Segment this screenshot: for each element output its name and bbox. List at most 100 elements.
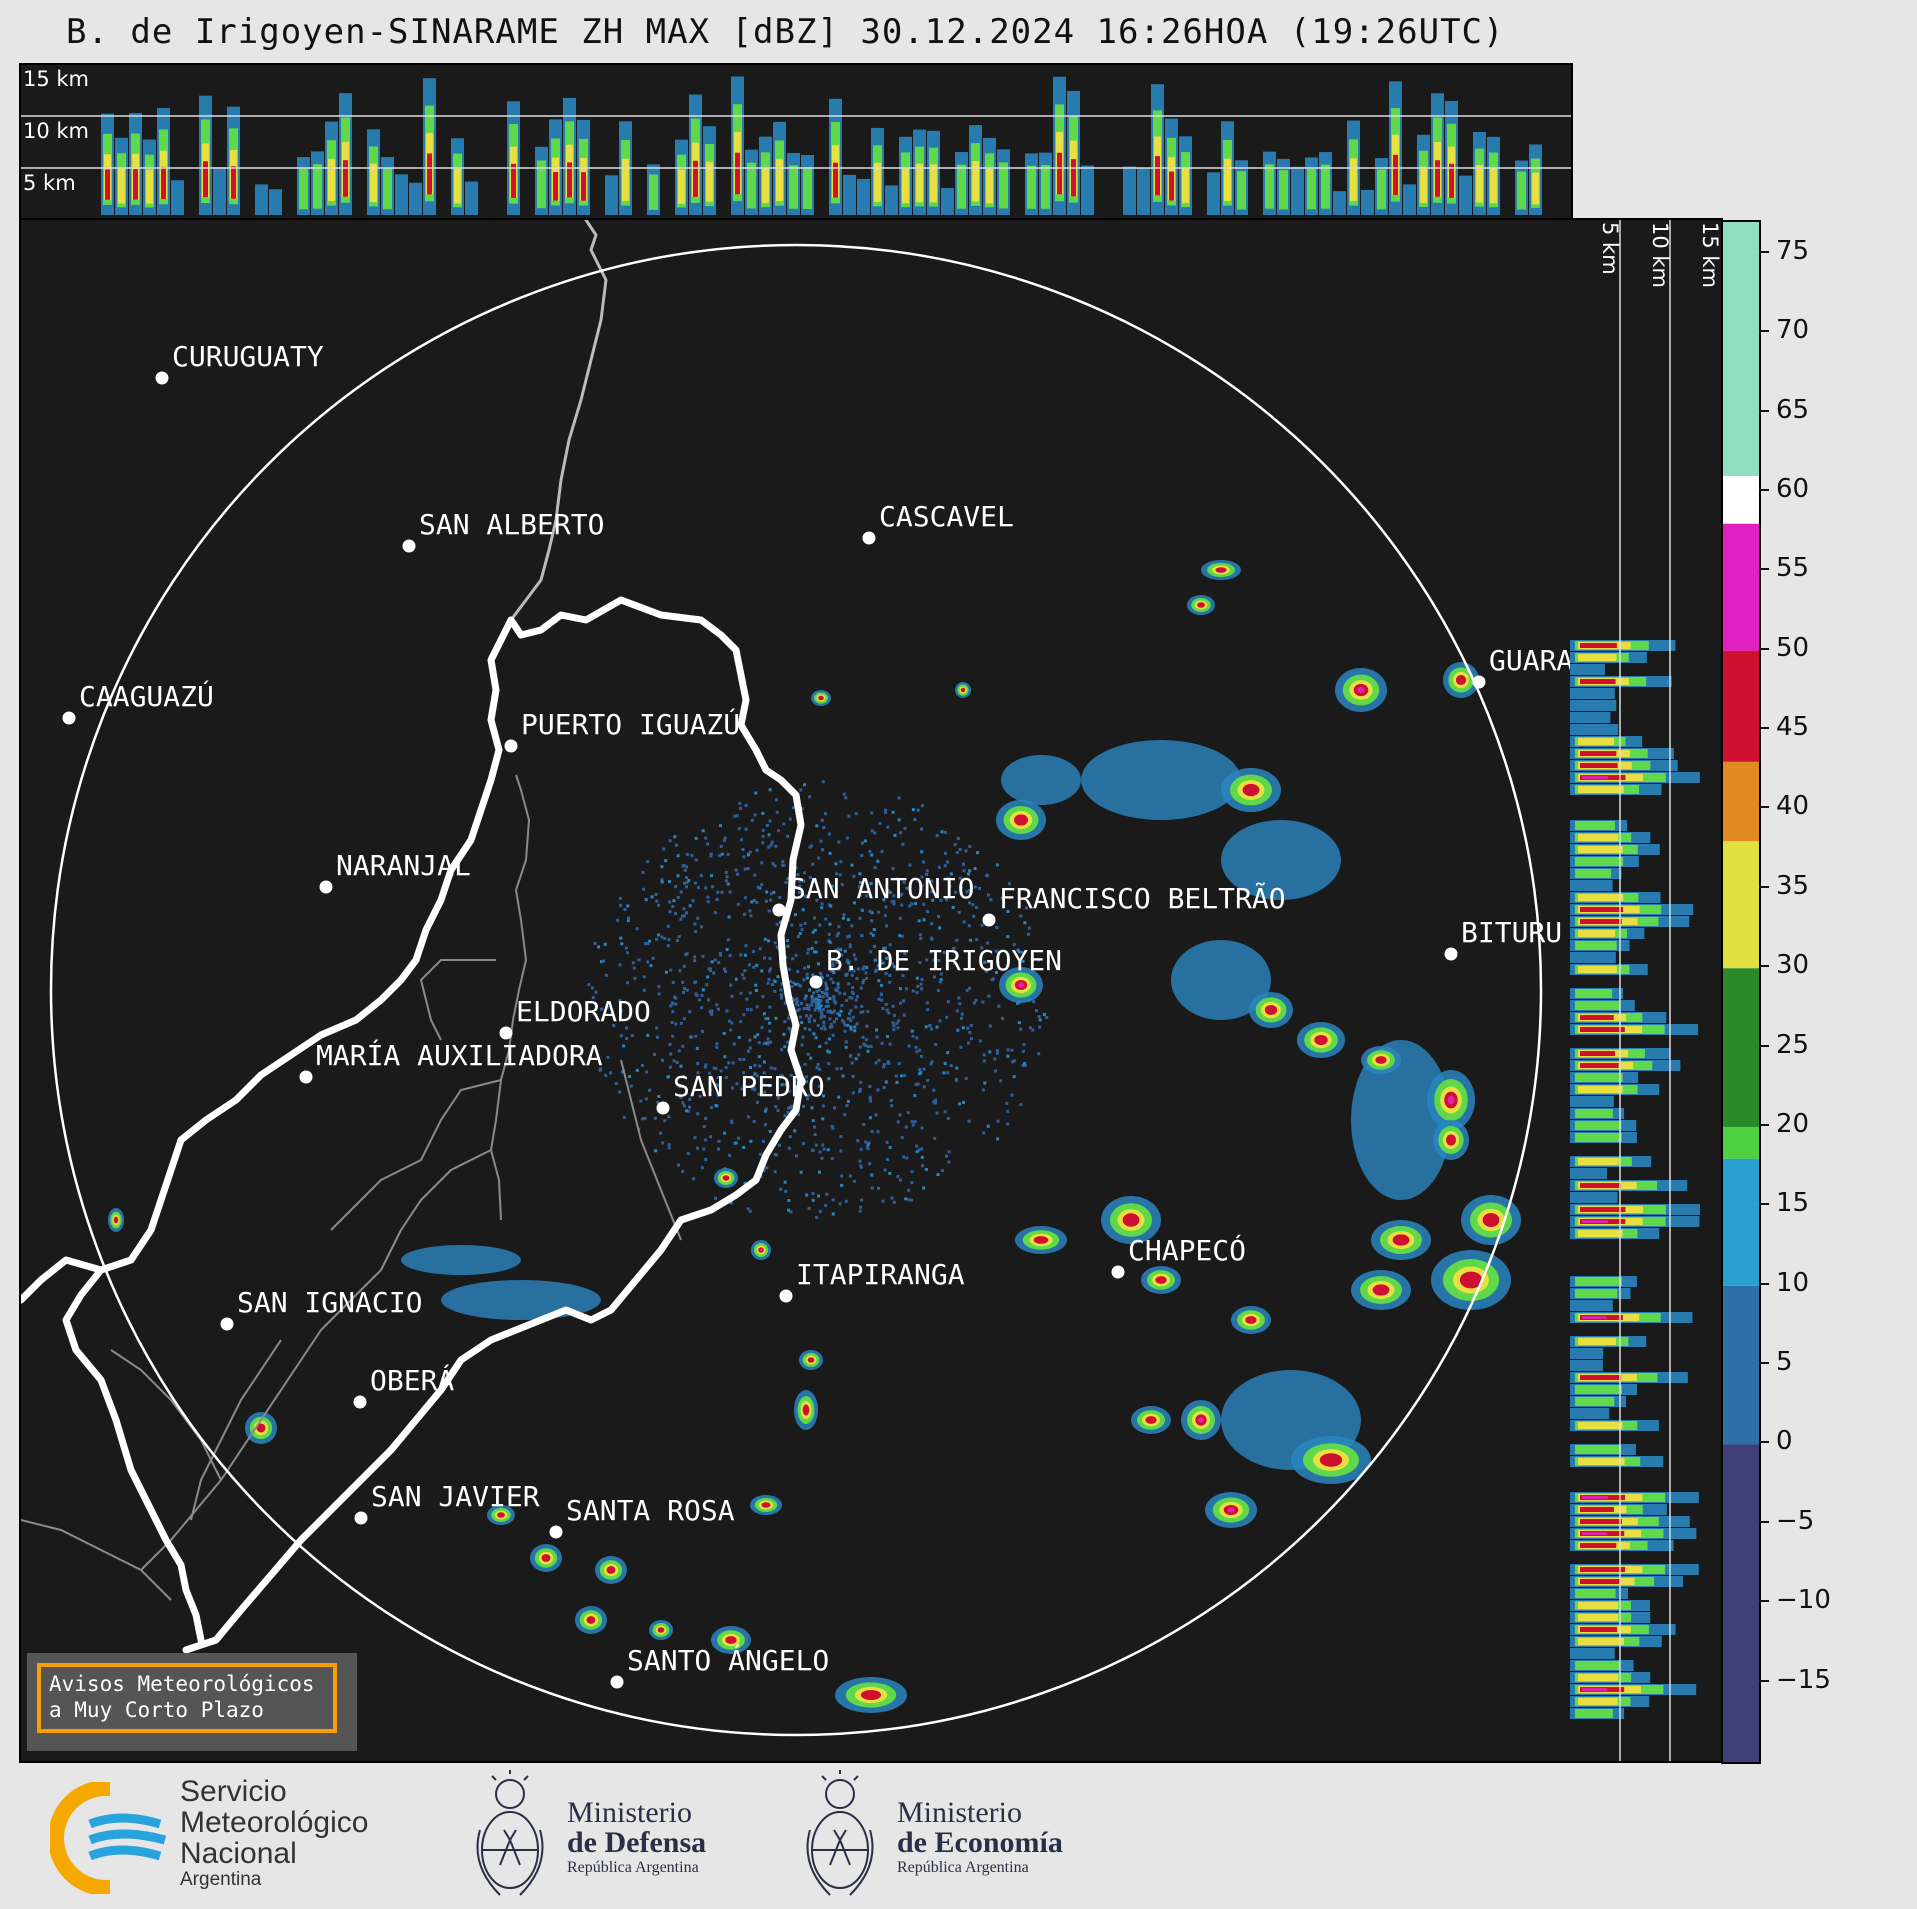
city-marker xyxy=(353,1395,367,1409)
colorbar-tick-label: 75 xyxy=(1776,235,1810,266)
colorbar-tick-label: 15 xyxy=(1776,1188,1810,1219)
colorbar-tick-mark xyxy=(1759,409,1769,412)
colorbar-tick-mark xyxy=(1759,330,1769,333)
colorbar-band-9 xyxy=(1723,476,1759,524)
colorbar-tick-mark xyxy=(1759,1520,1769,1523)
city-marker xyxy=(354,1511,368,1525)
notice-line-1: Avisos Meteorológicos xyxy=(49,1672,315,1696)
city-label: OBERÁ xyxy=(370,1363,454,1397)
colorbar-tick-label: 0 xyxy=(1776,1426,1793,1457)
city-label: CURUGUATY xyxy=(172,340,324,373)
city-label: SAN IGNACIO xyxy=(237,1286,422,1319)
city-label: ELDORADO xyxy=(516,995,651,1028)
economia-line-2: de Economía xyxy=(897,1826,1063,1859)
city-label: ITAPIRANGA xyxy=(796,1258,965,1291)
colorbar-tick-label: −15 xyxy=(1776,1664,1831,1695)
colorbar-tick-mark xyxy=(1759,1282,1769,1285)
colorbar-tick-mark xyxy=(1759,1203,1769,1206)
colorbar-tick-label: 65 xyxy=(1776,394,1810,425)
colorbar-tick-label: 50 xyxy=(1776,632,1810,663)
side-height-label-10km: 10 km xyxy=(1648,222,1672,289)
city-marker xyxy=(862,531,876,545)
colorbar-band-10 xyxy=(1723,222,1759,477)
colorbar-tick-label: 45 xyxy=(1776,712,1810,743)
colorbar-tick-label: 5 xyxy=(1776,1347,1793,1378)
city-label: PUERTO IGUAZÚ xyxy=(521,707,740,741)
colorbar-tick-label: 70 xyxy=(1776,315,1810,346)
city-label: SAN ALBERTO xyxy=(419,508,604,541)
city-marker xyxy=(299,1070,313,1084)
colorbar-band-6 xyxy=(1723,761,1759,842)
city-label: CAAGUAZÚ xyxy=(79,679,214,713)
city-marker xyxy=(319,880,333,894)
top-height-label-5km: 5 km xyxy=(23,171,76,195)
side-cross-section-echoes xyxy=(1570,220,1700,1761)
side-cross-section-panel: 5 km 10 km 15 km xyxy=(1570,218,1723,1763)
city-label: MARÍA AUXILIADORA xyxy=(316,1038,603,1072)
smn-line-2: Meteorológico xyxy=(180,1806,369,1839)
city-label: SAN JAVIER xyxy=(371,1480,540,1513)
top-height-label-10km: 10 km xyxy=(23,119,90,143)
top-height-label-15km: 15 km xyxy=(23,67,90,91)
city-marker xyxy=(402,539,416,553)
colorbar-tick-label: −10 xyxy=(1776,1585,1831,1616)
top-cross-section-echoes xyxy=(21,76,1571,215)
city-marker xyxy=(549,1525,563,1539)
colorbar-tick-label: 25 xyxy=(1776,1029,1810,1060)
colorbar-tick-label: 55 xyxy=(1776,553,1810,584)
city-marker xyxy=(1111,1265,1125,1279)
city-marker xyxy=(504,739,518,753)
map-title: B. de Irigoyen-SINARAME ZH MAX [dBZ] 30.… xyxy=(66,12,1505,52)
economia-line-3: República Argentina xyxy=(897,1859,1029,1876)
colorbar-band-2 xyxy=(1723,1158,1759,1286)
defensa-line-2: de Defensa xyxy=(567,1826,707,1859)
colorbar-band-4 xyxy=(1723,968,1759,1127)
city-marker xyxy=(220,1317,234,1331)
international-borders xyxy=(21,220,805,1654)
top-cross-section-panel: 15 km 10 km 5 km xyxy=(19,63,1573,220)
radar-range-ring xyxy=(49,243,1543,1737)
notice-frame: Avisos Meteorológicos a Muy Corto Plazo xyxy=(37,1663,337,1733)
city-label: CHAPECÓ xyxy=(1128,1233,1246,1267)
city-marker xyxy=(982,913,996,927)
colorbar-tick-mark xyxy=(1759,727,1769,730)
colorbar-band-0 xyxy=(1723,1444,1759,1762)
radar-map: CURUGUATY SAN ALBERTO CASCAVEL CAAGUAZÚ PUER… xyxy=(21,220,1571,1737)
colorbar-tick-mark xyxy=(1759,885,1769,888)
colorbar-band-8 xyxy=(1723,523,1759,651)
notice-line-2: a Muy Corto Plazo xyxy=(49,1698,264,1722)
side-height-label-5km: 5 km xyxy=(1598,222,1622,275)
colorbar-tick-mark xyxy=(1759,1441,1769,1444)
colorbar-tick-mark xyxy=(1759,1044,1769,1047)
city-marker xyxy=(779,1289,793,1303)
reflectivity-echoes xyxy=(108,560,1521,1713)
city-marker xyxy=(809,975,823,989)
defensa-line-3: República Argentina xyxy=(567,1859,699,1876)
colorbar-tick-label: 60 xyxy=(1776,473,1810,504)
colorbar-tick-mark xyxy=(1759,568,1769,571)
colorbar-tick-mark xyxy=(1759,647,1769,650)
colorbar-tick-label: 30 xyxy=(1776,950,1810,981)
colorbar-band-7 xyxy=(1723,650,1759,762)
city-label: SAN PEDRO xyxy=(673,1070,825,1103)
defensa-logo-text: Ministerio de Defensa República Argentin… xyxy=(567,1798,706,1878)
colorbar-tick-mark xyxy=(1759,806,1769,809)
smn-line-3: Nacional xyxy=(180,1837,297,1870)
smn-line-4: Argentina xyxy=(180,1869,262,1890)
city-label: GUARA xyxy=(1489,644,1571,677)
economia-line-1: Ministerio xyxy=(897,1796,1022,1829)
city-marker xyxy=(1444,947,1458,961)
colorbar-tick-mark xyxy=(1759,1362,1769,1365)
colorbar-tick-mark xyxy=(1759,1679,1769,1682)
colorbar-tick-mark xyxy=(1759,1123,1769,1126)
city-marker xyxy=(62,711,76,725)
notice-box: Avisos Meteorológicos a Muy Corto Plazo xyxy=(27,1653,357,1751)
colorbar-band-1 xyxy=(1723,1285,1759,1445)
defensa-line-1: Ministerio xyxy=(567,1796,692,1829)
colorbar-band-5 xyxy=(1723,841,1759,969)
city-label: SAN ANTONIO xyxy=(789,872,974,905)
colorbar-tick-label: 10 xyxy=(1776,1267,1810,1298)
city-label: B. DE IRIGOYEN xyxy=(826,944,1062,977)
city-marker xyxy=(772,903,786,917)
radar-map-panel: CURUGUATY SAN ALBERTO CASCAVEL CAAGUAZÚ PUER… xyxy=(19,218,1573,1763)
